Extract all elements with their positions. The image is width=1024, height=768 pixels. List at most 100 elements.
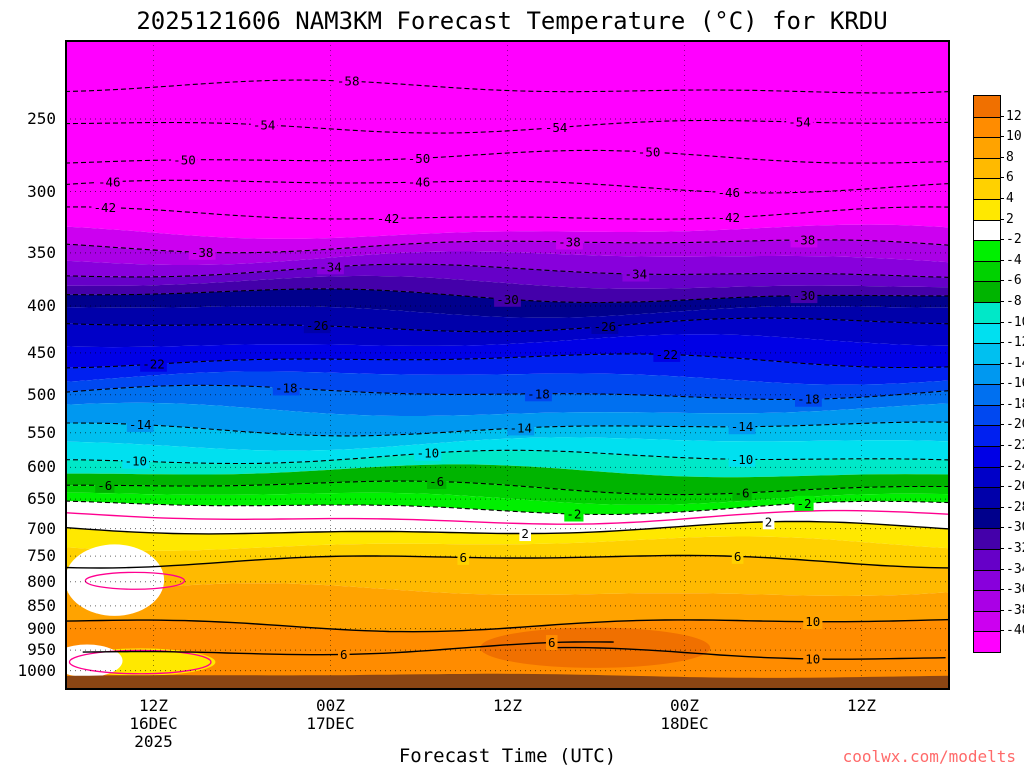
contour-label-bg bbox=[171, 152, 198, 168]
colorbar-label: -10 bbox=[1006, 314, 1024, 330]
contour-label: -54 bbox=[253, 117, 276, 132]
contour-line--6 bbox=[65, 480, 950, 496]
contour-label: -22 bbox=[656, 347, 679, 362]
band bbox=[65, 264, 950, 289]
contour-label: -6 bbox=[429, 474, 444, 489]
contour-label: 2 bbox=[521, 526, 529, 541]
colorbar-cell bbox=[974, 260, 1000, 282]
y-axis-label: 500 bbox=[27, 384, 56, 404]
band bbox=[65, 481, 950, 505]
band bbox=[65, 492, 950, 515]
y-axis-label: 1000 bbox=[17, 660, 56, 680]
y-axis-label: 400 bbox=[27, 295, 56, 315]
band bbox=[65, 501, 950, 534]
colorbar-tick bbox=[1000, 136, 1004, 138]
contour-label-bg bbox=[622, 266, 650, 282]
colorbar-cell bbox=[974, 466, 1000, 488]
contour-label: 6 bbox=[734, 549, 742, 564]
colorbar-tick bbox=[1000, 403, 1004, 405]
contour-label: -34 bbox=[625, 267, 648, 282]
y-axis-label: 350 bbox=[27, 242, 56, 262]
contour-label-bg bbox=[457, 549, 470, 565]
contour-label-bg bbox=[635, 144, 663, 160]
y-axis-label: 600 bbox=[27, 457, 56, 477]
contour-label-bg bbox=[126, 417, 154, 433]
contour-label-bg bbox=[494, 291, 521, 307]
contour-label: -54 bbox=[545, 120, 568, 135]
cold-pocket-bottom-left bbox=[65, 644, 123, 677]
colorbar-cell bbox=[974, 528, 1000, 550]
contour-label-bg bbox=[728, 419, 756, 435]
contour-label: -14 bbox=[731, 419, 754, 434]
contour-label: -42 bbox=[377, 211, 400, 226]
band bbox=[65, 450, 950, 478]
contour-label: -42 bbox=[94, 200, 117, 215]
colorbar-tick bbox=[1000, 239, 1004, 241]
contour-label-bg bbox=[545, 635, 558, 651]
contour-label-bg bbox=[334, 73, 362, 89]
contour-line-10 bbox=[551, 646, 946, 660]
colorbar bbox=[973, 95, 1001, 653]
colorbar-cell bbox=[974, 219, 1000, 241]
contour-label: -38 bbox=[191, 245, 214, 260]
x-tick-date: 18DEC bbox=[660, 714, 709, 733]
contour-label-bg bbox=[317, 259, 344, 275]
contour-label-bg bbox=[374, 210, 402, 226]
colorbar-label: -22 bbox=[1006, 438, 1024, 454]
band bbox=[65, 251, 950, 278]
colorbar-tick bbox=[1000, 177, 1004, 179]
colorbar-cell bbox=[974, 384, 1000, 405]
band bbox=[65, 334, 950, 368]
colorbar-cell bbox=[974, 446, 1000, 467]
contour-label: -46 bbox=[717, 185, 740, 200]
contour-label-bg bbox=[794, 495, 814, 511]
colorbar-tick bbox=[1000, 362, 1004, 364]
contour-label-bg bbox=[122, 453, 150, 469]
colorbar-label: -36 bbox=[1006, 582, 1024, 598]
y-axis-label: 900 bbox=[27, 618, 56, 638]
plot-area: -58 -54 -54 -54 -50 -50 -50 -46 -46 -46 -42 -42 -42 -… bbox=[65, 40, 950, 690]
contour-label: -34 bbox=[319, 259, 342, 274]
contour-label: -14 bbox=[129, 417, 152, 432]
y-axis-label: 950 bbox=[27, 640, 56, 660]
contour-label: -18 bbox=[275, 380, 298, 395]
colorbar-cell bbox=[974, 631, 1000, 652]
contour-label-bg bbox=[728, 451, 756, 467]
colorbar-tick bbox=[1000, 197, 1004, 199]
y-axis-label: 550 bbox=[27, 422, 56, 442]
contour-label-bg bbox=[507, 420, 535, 436]
contour-label: 6 bbox=[340, 647, 348, 662]
colorbar-cell bbox=[974, 549, 1000, 570]
y-axis-label: 700 bbox=[27, 518, 56, 538]
band bbox=[65, 371, 950, 400]
band bbox=[65, 275, 950, 303]
contour-label: -50 bbox=[638, 145, 661, 160]
contour-label-bg bbox=[303, 318, 331, 334]
colorbar-label: 10 bbox=[1006, 129, 1022, 145]
colorbar-label: -14 bbox=[1006, 355, 1024, 371]
contour-label-bg bbox=[337, 646, 350, 662]
colorbar-cell bbox=[974, 343, 1000, 364]
band bbox=[65, 306, 950, 332]
contour-label: 2 bbox=[765, 514, 773, 529]
band bbox=[65, 318, 950, 348]
band bbox=[65, 555, 950, 596]
colorbar-label: 12 bbox=[1006, 108, 1022, 124]
colorbar-tick bbox=[1000, 506, 1004, 508]
temperature-cross-section: -58 -54 -54 -54 -50 -50 -50 -46 -46 -46 -42 -42 -42 -… bbox=[65, 40, 950, 690]
contour-label-bg bbox=[91, 199, 119, 215]
band bbox=[65, 224, 950, 253]
x-tick-date: 17DEC bbox=[306, 714, 355, 733]
contour-line--46 bbox=[65, 179, 950, 194]
contour-label: 10 bbox=[805, 614, 820, 629]
contour-label: -10 bbox=[125, 454, 148, 469]
colorbar-cell bbox=[974, 240, 1000, 261]
colorbar-cell bbox=[974, 178, 1000, 199]
colorbar-tick bbox=[1000, 342, 1004, 344]
y-axis-label: 750 bbox=[27, 546, 56, 566]
contour-label-bg bbox=[803, 614, 823, 630]
contour-label: -58 bbox=[337, 74, 360, 89]
watermark: coolwx.com/modelts bbox=[842, 747, 1016, 766]
colorbar-tick bbox=[1000, 115, 1004, 117]
